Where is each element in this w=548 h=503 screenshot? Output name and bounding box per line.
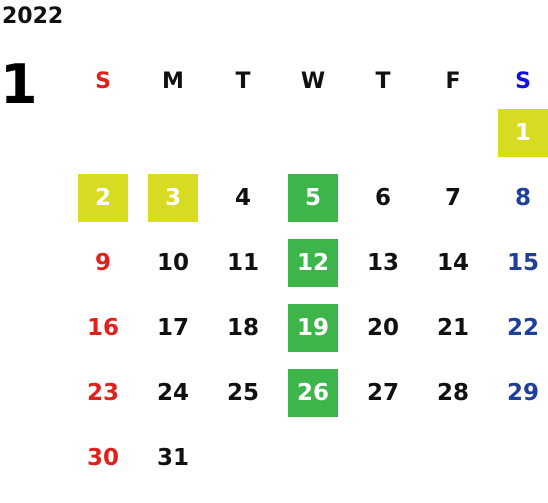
day-number: 11 (226, 249, 259, 276)
highlighted-wednesday: 5 (288, 173, 338, 222)
day-number: 13 (366, 249, 399, 276)
day-cell: 28 (418, 360, 488, 425)
day-cell: 7 (418, 165, 488, 230)
day-number: 10 (156, 249, 189, 276)
day-cell: 26 (278, 360, 348, 425)
weekday-header-sat: S (515, 68, 531, 94)
day-cell: 1 (488, 100, 548, 165)
day-cell (418, 100, 488, 165)
weekday-header-wed: W (300, 68, 326, 94)
day-cell: 25 (208, 360, 278, 425)
day-number: 25 (226, 379, 259, 406)
calendar-grid: S M T W T F S 1 2 3 4 5 6 7 8 9 10 11 12… (68, 62, 548, 490)
day-cell: 11 (208, 230, 278, 295)
month-label: 1 (0, 53, 38, 116)
day-cell: 18 (208, 295, 278, 360)
day-number: 28 (436, 379, 469, 406)
day-number: 17 (156, 314, 189, 341)
day-cell (208, 425, 278, 490)
weekday-header-thu: T (375, 68, 391, 94)
day-number: 14 (436, 249, 469, 276)
day-number: 7 (444, 184, 461, 211)
day-cell: 13 (348, 230, 418, 295)
day-cell: 5 (278, 165, 348, 230)
day-number: 18 (226, 314, 259, 341)
day-cell: 16 (68, 295, 138, 360)
day-cell: 12 (278, 230, 348, 295)
day-cell: 20 (348, 295, 418, 360)
day-cell: 6 (348, 165, 418, 230)
day-cell (488, 425, 548, 490)
day-cell (418, 425, 488, 490)
day-number: 21 (436, 314, 469, 341)
day-number: 30 (86, 444, 119, 471)
day-number: 6 (374, 184, 391, 211)
day-number: 4 (234, 184, 251, 211)
day-cell: 21 (418, 295, 488, 360)
holiday-day: 1 (498, 108, 548, 157)
day-cell: 8 (488, 165, 548, 230)
day-cell: 17 (138, 295, 208, 360)
holiday-day: 2 (78, 173, 128, 222)
day-cell (348, 100, 418, 165)
year-label: 2022 (2, 4, 64, 29)
weekday-header-fri: F (445, 68, 461, 94)
day-cell: 4 (208, 165, 278, 230)
day-number: 16 (86, 314, 119, 341)
day-cell (278, 100, 348, 165)
day-cell: 30 (68, 425, 138, 490)
day-cell: 19 (278, 295, 348, 360)
day-cell: 24 (138, 360, 208, 425)
day-number: 15 (506, 249, 539, 276)
day-cell (348, 425, 418, 490)
day-cell: 14 (418, 230, 488, 295)
day-number: 31 (156, 444, 189, 471)
day-cell: 27 (348, 360, 418, 425)
day-number: 20 (366, 314, 399, 341)
day-cell (208, 100, 278, 165)
weekday-header-sun: S (95, 68, 111, 94)
day-cell: 2 (68, 165, 138, 230)
day-cell: 22 (488, 295, 548, 360)
day-cell (68, 100, 138, 165)
day-number: 23 (86, 379, 119, 406)
day-cell (138, 100, 208, 165)
day-number: 29 (506, 379, 539, 406)
highlighted-wednesday: 26 (288, 368, 338, 417)
day-cell: 9 (68, 230, 138, 295)
day-cell (278, 425, 348, 490)
day-cell: 23 (68, 360, 138, 425)
day-cell: 29 (488, 360, 548, 425)
day-cell: 10 (138, 230, 208, 295)
day-number: 8 (514, 184, 531, 211)
day-cell: 31 (138, 425, 208, 490)
holiday-day: 3 (148, 173, 198, 222)
day-number: 27 (366, 379, 399, 406)
day-number: 24 (156, 379, 189, 406)
highlighted-wednesday: 19 (288, 303, 338, 352)
weekday-header-mon: M (162, 68, 184, 94)
day-cell: 15 (488, 230, 548, 295)
highlighted-wednesday: 12 (288, 238, 338, 287)
weekday-header-tue: T (235, 68, 251, 94)
day-cell: 3 (138, 165, 208, 230)
day-number: 22 (506, 314, 539, 341)
day-number: 9 (94, 249, 111, 276)
